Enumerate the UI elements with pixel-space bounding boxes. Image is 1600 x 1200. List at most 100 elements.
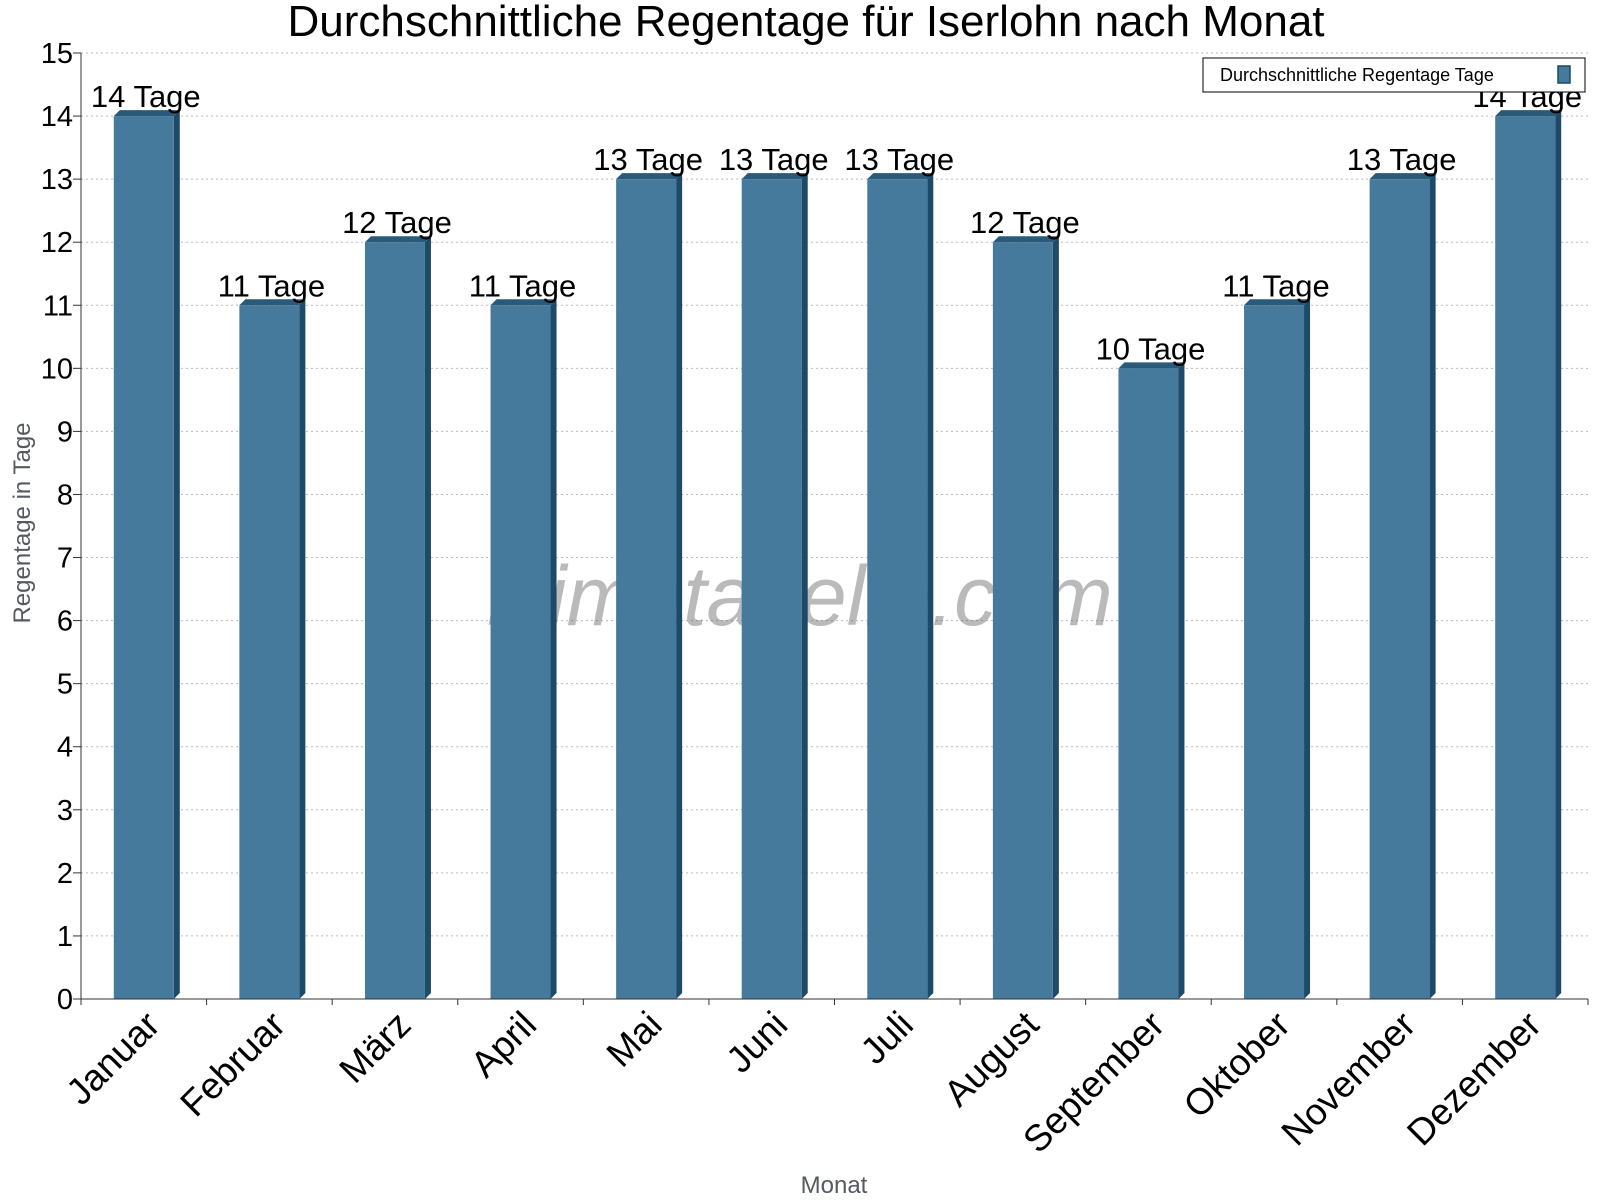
bar-face <box>113 116 174 1000</box>
bar <box>867 173 934 1000</box>
data-label: 13 Tage <box>593 142 703 177</box>
bar <box>239 299 306 999</box>
x-axis-title: Monat <box>801 1172 868 1199</box>
y-tick-label: 12 <box>41 227 73 259</box>
y-tick-label: 8 <box>57 479 73 511</box>
bar <box>1244 299 1311 999</box>
bar-face <box>867 179 928 1000</box>
bar-side <box>801 173 808 1000</box>
bar-side <box>1555 110 1562 1000</box>
y-tick-label: 13 <box>41 164 73 196</box>
bar-side <box>173 110 180 1000</box>
bar-side <box>1052 236 1059 999</box>
y-tick-label: 10 <box>41 353 73 385</box>
legend-swatch <box>1557 65 1571 84</box>
data-label: 14 Tage <box>91 79 201 114</box>
data-label: 11 Tage <box>469 268 576 303</box>
x-tick-label: März <box>331 1004 418 1091</box>
data-label: 10 Tage <box>1096 331 1206 366</box>
x-tick-label: Dezember <box>1399 1004 1549 1154</box>
bar-top <box>113 110 180 117</box>
y-tick-label: 11 <box>43 290 73 322</box>
data-label: 11 Tage <box>1222 268 1329 303</box>
bar <box>1118 362 1185 999</box>
x-tick-label: Oktober <box>1176 1004 1298 1126</box>
y-tick-label: 6 <box>57 606 73 638</box>
data-label: 13 Tage <box>719 142 829 177</box>
legend-label: Durchschnittliche Regentage Tage <box>1220 65 1494 85</box>
bar <box>741 173 808 1000</box>
y-tick-label: 7 <box>57 543 73 575</box>
bar-top <box>1244 299 1311 306</box>
bar-top <box>1495 110 1562 117</box>
grid-lines <box>81 52 1588 937</box>
x-tick-label: April <box>463 1004 544 1085</box>
bar-face <box>364 242 425 999</box>
bar-face <box>1118 368 1179 999</box>
x-tick-label: November <box>1274 1004 1424 1154</box>
bar-top <box>490 299 557 306</box>
bar-face <box>239 305 300 999</box>
bar-top <box>616 173 683 180</box>
bar <box>616 173 683 1000</box>
data-label: 11 Tage <box>218 268 325 303</box>
y-tick-label: 3 <box>57 795 73 827</box>
bar-side <box>1429 173 1436 1000</box>
bar-side <box>927 173 934 1000</box>
x-axis-ticks: Januar Februar März April Mai Juni Juli AugustS… <box>58 999 1589 1161</box>
x-tick-label: Juni <box>718 1004 795 1081</box>
bar-face <box>992 242 1053 999</box>
data-labels: 14 Tage 11 Tage 12 Tage 11 Tage 13 Tage 13 Ta… <box>91 79 1582 366</box>
bar <box>113 110 180 1000</box>
y-tick-label: 2 <box>57 858 73 890</box>
data-label: 12 Tage <box>342 205 452 240</box>
bar-side <box>299 299 306 999</box>
y-tick-label: 14 <box>41 101 73 133</box>
bar <box>490 299 557 999</box>
bar-face <box>1495 116 1556 1000</box>
bar-side <box>676 173 683 1000</box>
bar-top <box>1369 173 1436 180</box>
y-tick-label: 15 <box>41 38 73 70</box>
bar-top <box>239 299 306 306</box>
y-tick-label: 9 <box>57 416 73 448</box>
x-tick-label: Juli <box>853 1004 921 1072</box>
x-tick-label: Februar <box>172 1004 293 1125</box>
bar-side <box>424 236 431 999</box>
x-tick-label: August <box>936 1003 1047 1114</box>
bar-top <box>867 173 934 180</box>
bar-top <box>741 173 808 180</box>
bar <box>1369 173 1436 1000</box>
x-tick-label: Mai <box>599 1004 670 1075</box>
legend-box <box>1202 57 1586 93</box>
bar-face <box>741 179 802 1000</box>
y-tick-label: 1 <box>57 921 73 953</box>
data-label: 13 Tage <box>844 142 954 177</box>
bar-face <box>616 179 677 1000</box>
bar <box>992 236 1059 999</box>
bar-face <box>1369 179 1430 1000</box>
legend: Durchschnittliche Regentage Tage <box>1202 57 1586 93</box>
bar-top <box>992 236 1059 243</box>
bar <box>364 236 431 999</box>
bar-face <box>1244 305 1305 999</box>
x-tick-label: Januar <box>58 1004 167 1113</box>
y-tick-label: 4 <box>57 732 73 764</box>
bar <box>1495 110 1562 1000</box>
data-label: 12 Tage <box>970 205 1080 240</box>
bar-side <box>550 299 557 999</box>
bar-top <box>1118 362 1185 369</box>
bars <box>113 110 1562 1000</box>
y-tick-label: 5 <box>57 669 73 701</box>
bar-side <box>1178 362 1185 999</box>
bar-face <box>490 305 551 999</box>
data-label: 13 Tage <box>1347 142 1457 177</box>
chart-title: Durchschnittliche Regentage für Iserlohn… <box>287 0 1324 46</box>
y-axis-title: Regentage in Tage <box>9 422 36 623</box>
axes <box>80 53 1588 1000</box>
bar-side <box>1304 299 1311 999</box>
y-tick-label: 0 <box>57 984 73 1016</box>
bar-top <box>364 236 431 243</box>
